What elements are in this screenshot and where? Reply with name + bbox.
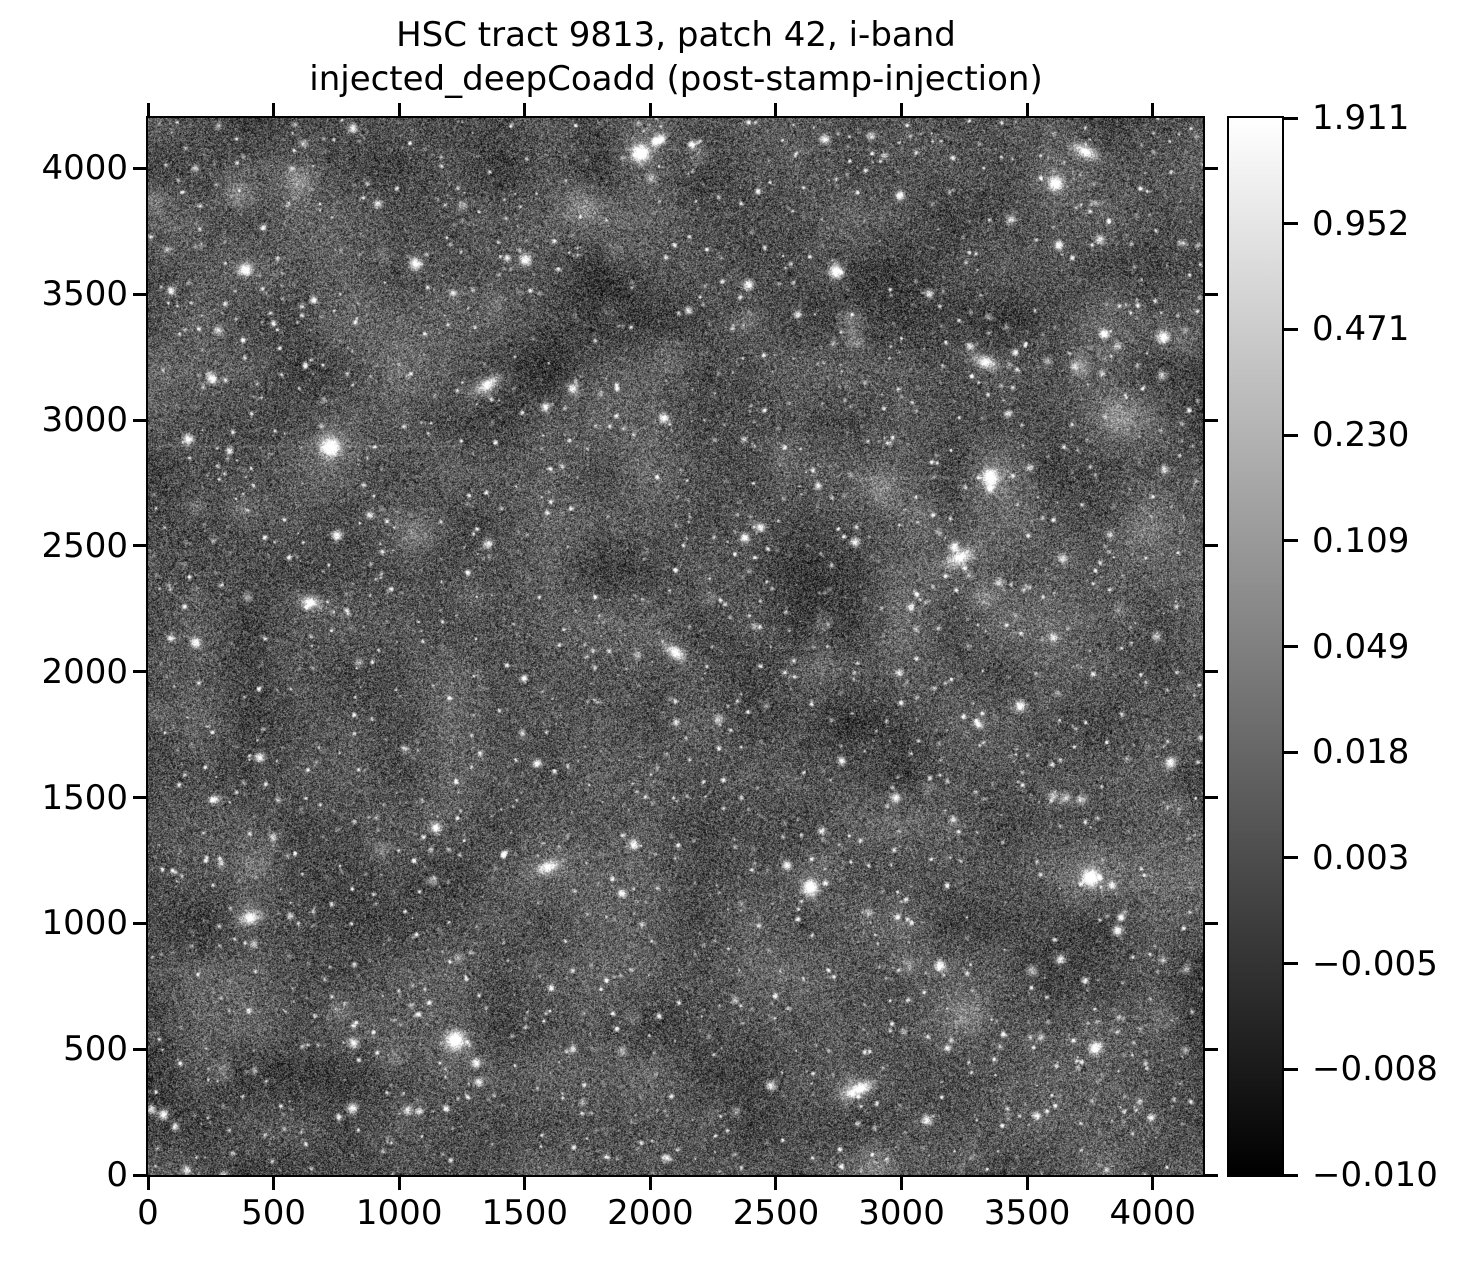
colorbar-tick-label: 0.109 [1312, 520, 1410, 561]
x-tick-mark-top [1151, 103, 1155, 116]
colorbar-tick-label: 0.003 [1312, 837, 1410, 878]
colorbar-tick-label: 0.952 [1312, 203, 1410, 244]
y-tick-mark-left [133, 292, 146, 296]
y-tick-mark-right [1205, 544, 1218, 548]
x-tick-label: 3500 [983, 1193, 1071, 1233]
colorbar-tick-mark [1284, 539, 1298, 543]
x-tick-mark-bottom [1025, 1177, 1029, 1190]
colorbar-tick-mark [1284, 1067, 1298, 1071]
x-tick-label: 1000 [355, 1193, 443, 1233]
y-tick-mark-right [1205, 670, 1218, 674]
y-tick-mark-left [133, 921, 146, 925]
y-tick-mark-left [133, 670, 146, 674]
y-tick-label: 500 [63, 1029, 128, 1070]
colorbar-tick-label: −0.008 [1312, 1049, 1438, 1090]
x-tick-label: 2500 [732, 1193, 820, 1233]
y-tick-mark-right [1205, 796, 1218, 799]
x-tick-mark-bottom [1151, 1177, 1155, 1190]
colorbar-tick-mark [1284, 856, 1298, 860]
x-tick-mark-bottom [774, 1177, 778, 1190]
y-tick-label: 2000 [41, 651, 128, 692]
x-tick-label: 500 [241, 1193, 307, 1233]
colorbar-tick-mark [1284, 750, 1298, 754]
colorbar-tick-label: −0.005 [1312, 943, 1438, 984]
x-tick-mark-bottom [648, 1177, 652, 1190]
y-tick-mark-right [1205, 418, 1218, 422]
y-tick-mark-left [133, 166, 146, 170]
y-tick-mark-left [133, 1047, 146, 1051]
plot-area [146, 116, 1205, 1177]
x-tick-mark-top [397, 103, 401, 116]
x-tick-mark-bottom [523, 1177, 527, 1190]
x-tick-mark-bottom [397, 1177, 401, 1190]
colorbar-tick-mark [1284, 327, 1298, 331]
colorbar-tick-label: 1.911 [1312, 98, 1410, 138]
x-tick-mark-top [900, 103, 904, 116]
colorbar-gradient [1227, 116, 1284, 1177]
colorbar-tick-label: 0.049 [1312, 626, 1410, 667]
y-tick-label: 1500 [41, 777, 128, 818]
x-tick-mark-bottom [272, 1177, 276, 1190]
figure-title: HSC tract 9813, patch 42, i-band injecte… [148, 13, 1204, 101]
y-tick-mark-left [133, 796, 146, 799]
y-tick-label: 2500 [41, 525, 128, 566]
x-tick-mark-top [272, 103, 276, 116]
x-tick-mark-bottom [900, 1177, 904, 1190]
y-tick-mark-right [1205, 1047, 1218, 1051]
x-tick-mark-bottom [146, 1177, 150, 1190]
colorbar-tick-mark [1284, 116, 1298, 120]
title-line-1: HSC tract 9813, patch 42, i-band [396, 15, 956, 55]
x-tick-mark-top [774, 103, 778, 116]
y-tick-label: 4000 [41, 148, 128, 189]
colorbar-tick-label: 0.018 [1312, 732, 1410, 773]
sky-image [148, 118, 1203, 1175]
x-tick-label: 2000 [607, 1193, 694, 1233]
x-tick-label: 4000 [1109, 1193, 1197, 1233]
x-tick-label: 0 [137, 1193, 159, 1233]
colorbar-tick-mark [1284, 1173, 1298, 1177]
y-tick-mark-left [133, 418, 146, 422]
y-tick-mark-right [1205, 166, 1218, 170]
y-tick-mark-left [133, 544, 146, 548]
x-tick-mark-top [648, 103, 652, 116]
colorbar-tick-label: 0.230 [1312, 415, 1410, 456]
x-tick-label: 1500 [481, 1193, 569, 1233]
title-line-2: injected_deepCoadd (post-stamp-injection… [309, 59, 1043, 99]
y-tick-label: 0 [106, 1155, 128, 1195]
x-tick-label: 3000 [858, 1193, 945, 1233]
y-tick-label: 3000 [41, 400, 128, 440]
y-tick-label: 1000 [41, 903, 128, 944]
colorbar-tick-mark [1284, 222, 1298, 226]
x-tick-mark-top [523, 103, 527, 116]
y-tick-mark-right [1205, 1173, 1218, 1177]
colorbar-tick-label: 0.471 [1312, 309, 1410, 350]
y-tick-mark-left [133, 1173, 146, 1177]
y-tick-mark-right [1205, 292, 1218, 296]
colorbar-tick-mark [1284, 433, 1298, 437]
x-tick-mark-top [146, 103, 150, 116]
colorbar-tick-mark [1284, 645, 1298, 648]
x-tick-mark-top [1025, 103, 1029, 116]
colorbar-tick-mark [1284, 962, 1298, 966]
y-tick-label: 3500 [41, 274, 128, 315]
y-tick-mark-right [1205, 921, 1218, 925]
colorbar-tick-label: −0.010 [1312, 1155, 1438, 1195]
